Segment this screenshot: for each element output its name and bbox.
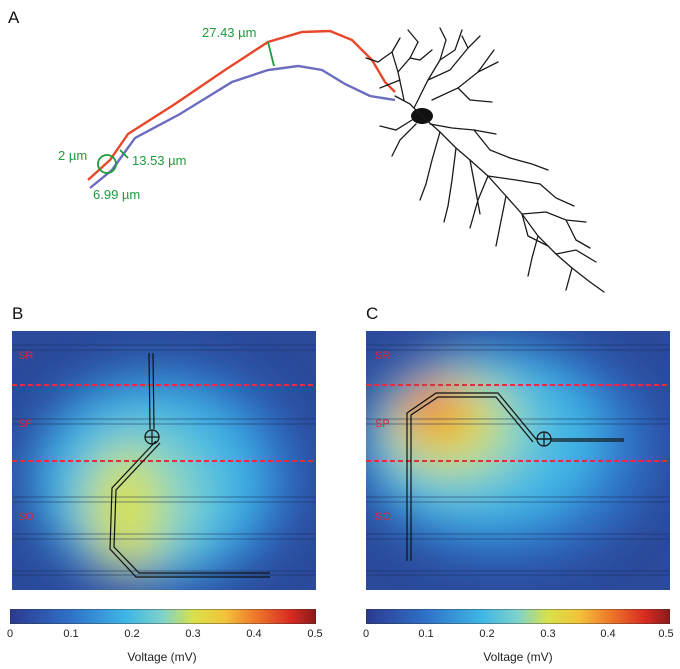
- panel-c-letter: C: [366, 304, 379, 323]
- measurement-top-width: 27.43 µm: [202, 25, 257, 40]
- colorbar-b-label: Voltage (mV): [127, 650, 197, 664]
- cbar-c-tick: 0.5: [658, 628, 674, 640]
- cbar-b-tick: 0.5: [307, 628, 323, 640]
- cbar-b-tick: 0.1: [63, 628, 79, 640]
- heatmap-c: [366, 331, 670, 590]
- colorbar-b-gradient: [10, 609, 316, 624]
- layer-label-c-so: SO: [375, 511, 391, 523]
- colorbar-b: [10, 609, 316, 624]
- cbar-b-tick: 0.2: [124, 628, 140, 640]
- top-width-marker: [267, 41, 275, 67]
- cbar-c-tick: 0.4: [600, 628, 616, 640]
- cbar-c-tick: 0.3: [540, 628, 556, 640]
- colorbar-c: [366, 609, 670, 624]
- lower-width-marker: [119, 149, 129, 159]
- neuron-morphology: [0, 0, 680, 310]
- layer-label-c-sp: SP: [375, 418, 390, 430]
- panel-a-letter: A: [8, 8, 20, 27]
- cbar-b-tick: 0: [6, 628, 14, 640]
- cbar-c-tick: 0.2: [479, 628, 495, 640]
- cbar-c-tick: 0: [362, 628, 370, 640]
- cbar-c-tick: 0.1: [418, 628, 434, 640]
- panel-b-letter: B: [12, 304, 24, 323]
- basal-dendrites: [379, 115, 605, 293]
- measurement-tip-width: 6.99 µm: [93, 187, 141, 202]
- measurement-circle: [97, 154, 117, 174]
- dendrite-upper: [87, 29, 396, 181]
- measurement-lower-width: 13.53 µm: [132, 153, 187, 168]
- dendrite-lower: [89, 64, 396, 189]
- cbar-b-tick: 0.3: [185, 628, 201, 640]
- heatmap-b: [12, 331, 316, 590]
- layer-label-b-so: SO: [18, 511, 34, 523]
- layer-label-b-sr: SR: [18, 350, 34, 362]
- measurement-circle-diameter: 2 µm: [58, 148, 88, 163]
- apical-tuft: [365, 27, 499, 117]
- cbar-b-tick: 0.4: [246, 628, 262, 640]
- colorbar-c-gradient: [366, 609, 670, 624]
- colorbar-c-label: Voltage (mV): [483, 650, 553, 664]
- layer-label-b-sp: SP: [18, 418, 33, 430]
- layer-label-c-sr: SR: [375, 350, 391, 362]
